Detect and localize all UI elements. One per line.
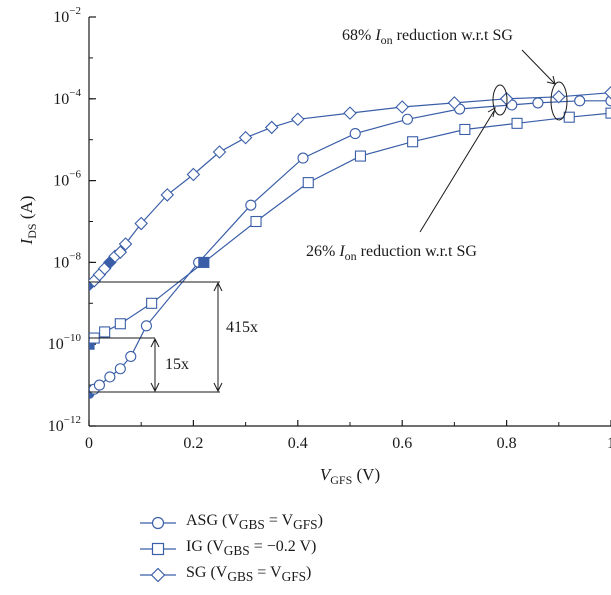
data-point-square — [250, 215, 262, 228]
series-circle — [89, 95, 611, 399]
chart: 10−12 10−10 10−8 10−6 10−4 10−2 0 0.2 0.4 0.6 0.8… — [17, 5, 611, 487]
data-point-circle — [574, 95, 586, 107]
legend-label-sg: SG (VGBS = VGFS) — [186, 564, 312, 585]
data-point-square — [563, 111, 575, 123]
data-point-diamond — [238, 130, 253, 145]
data-point-diamond — [186, 167, 201, 182]
data-point-diamond — [212, 145, 227, 159]
data-point-square — [99, 326, 111, 338]
data-point-square — [198, 256, 210, 268]
data-point-square — [459, 123, 471, 136]
x-tick-label: 0.8 — [497, 435, 517, 452]
x-axis-title: VGFS (V) — [320, 465, 380, 487]
x-tick-label: 0.2 — [183, 435, 203, 452]
data-point-diamond — [160, 188, 175, 202]
data-point-square — [302, 177, 314, 189]
data-point-diamond — [264, 120, 279, 135]
series-line — [89, 100, 611, 394]
data-point-circle — [93, 379, 105, 391]
data-point-circle — [245, 199, 257, 211]
y-tick-label: 10−2 — [53, 5, 81, 26]
legend-item-ig: IG (VGBS = −0.2 V) — [140, 536, 323, 562]
y-tick-label: 10−10 — [48, 332, 82, 353]
annotation-26-reduction: 26% Ion reduction w.r.t SG — [306, 243, 477, 263]
leader-68-arrowhead — [546, 75, 556, 85]
data-point-circle — [114, 363, 126, 375]
data-point-diamond — [395, 100, 409, 114]
data-point-square — [605, 107, 611, 119]
data-point-diamond — [552, 89, 566, 104]
data-point-diamond — [118, 237, 133, 251]
y-axis-title: IDS (A) — [17, 196, 39, 246]
y-tick-label: 10−4 — [53, 87, 81, 108]
series-diamond — [89, 85, 611, 292]
x-tick-label: 0 — [85, 435, 93, 452]
series-line — [89, 112, 611, 345]
data-point-circle — [401, 113, 413, 125]
legend-item-sg: SG (VGBS = VGFS) — [140, 562, 323, 588]
data-point-circle — [104, 371, 116, 383]
data-point-square — [89, 338, 95, 350]
legend-marker-circle — [140, 516, 176, 530]
x-tick-label: 0.6 — [392, 435, 412, 452]
ratio-brackets — [89, 281, 223, 393]
data-point-diamond — [447, 96, 462, 110]
annotation-415x: 415x — [226, 319, 258, 336]
legend-item-asg: ASG (VGBS = VGFS) — [140, 510, 323, 536]
data-point-diamond — [291, 112, 305, 127]
x-tick-label: 0.4 — [288, 435, 308, 452]
ellipse-68 — [550, 81, 568, 121]
data-point-square — [146, 297, 158, 309]
legend-label-ig: IG (VGBS = −0.2 V) — [186, 538, 317, 559]
data-point-square — [407, 136, 419, 148]
annotation-68-reduction: 68% Ion reduction w.r.t SG — [342, 27, 513, 47]
bracket-415-arrowhead-bottom — [213, 382, 223, 393]
data-point-circle — [605, 95, 611, 107]
data-point-square — [511, 117, 523, 129]
data-point-diamond — [343, 106, 357, 120]
ellipse-26 — [492, 84, 508, 116]
data-point-circle — [125, 350, 137, 363]
legend: ASG (VGBS = VGFS) IG (VGBS = −0.2 V) SG … — [140, 510, 323, 588]
bracket-15-arrowhead-top — [150, 337, 160, 348]
annotation-15x: 15x — [165, 356, 189, 373]
data-point-diamond — [134, 216, 148, 231]
x-tick-label: 1 — [607, 435, 611, 452]
y-tick-label: 10−12 — [48, 414, 81, 435]
bracket-415-arrowhead-top — [213, 281, 223, 292]
bracket-15-arrowhead-bottom — [150, 382, 160, 393]
data-point-circle — [349, 128, 361, 140]
legend-marker-square — [140, 542, 176, 556]
legend-label-asg: ASG (VGBS = VGFS) — [186, 512, 323, 533]
data-point-diamond — [113, 245, 128, 259]
leader-26 — [419, 110, 495, 233]
legend-marker-diamond — [140, 568, 176, 582]
data-point-diamond — [604, 85, 611, 100]
data-point-square — [114, 318, 126, 330]
leader-68 — [521, 49, 555, 84]
y-tick-label: 10−8 — [53, 250, 81, 271]
data-point-square — [354, 150, 366, 162]
y-tick-label: 10−6 — [53, 169, 81, 190]
series-square — [89, 107, 611, 350]
data-point-circle — [532, 97, 544, 109]
leader-26-arrowhead — [487, 107, 496, 118]
data-point-circle — [140, 320, 152, 332]
data-point-circle — [297, 152, 309, 164]
